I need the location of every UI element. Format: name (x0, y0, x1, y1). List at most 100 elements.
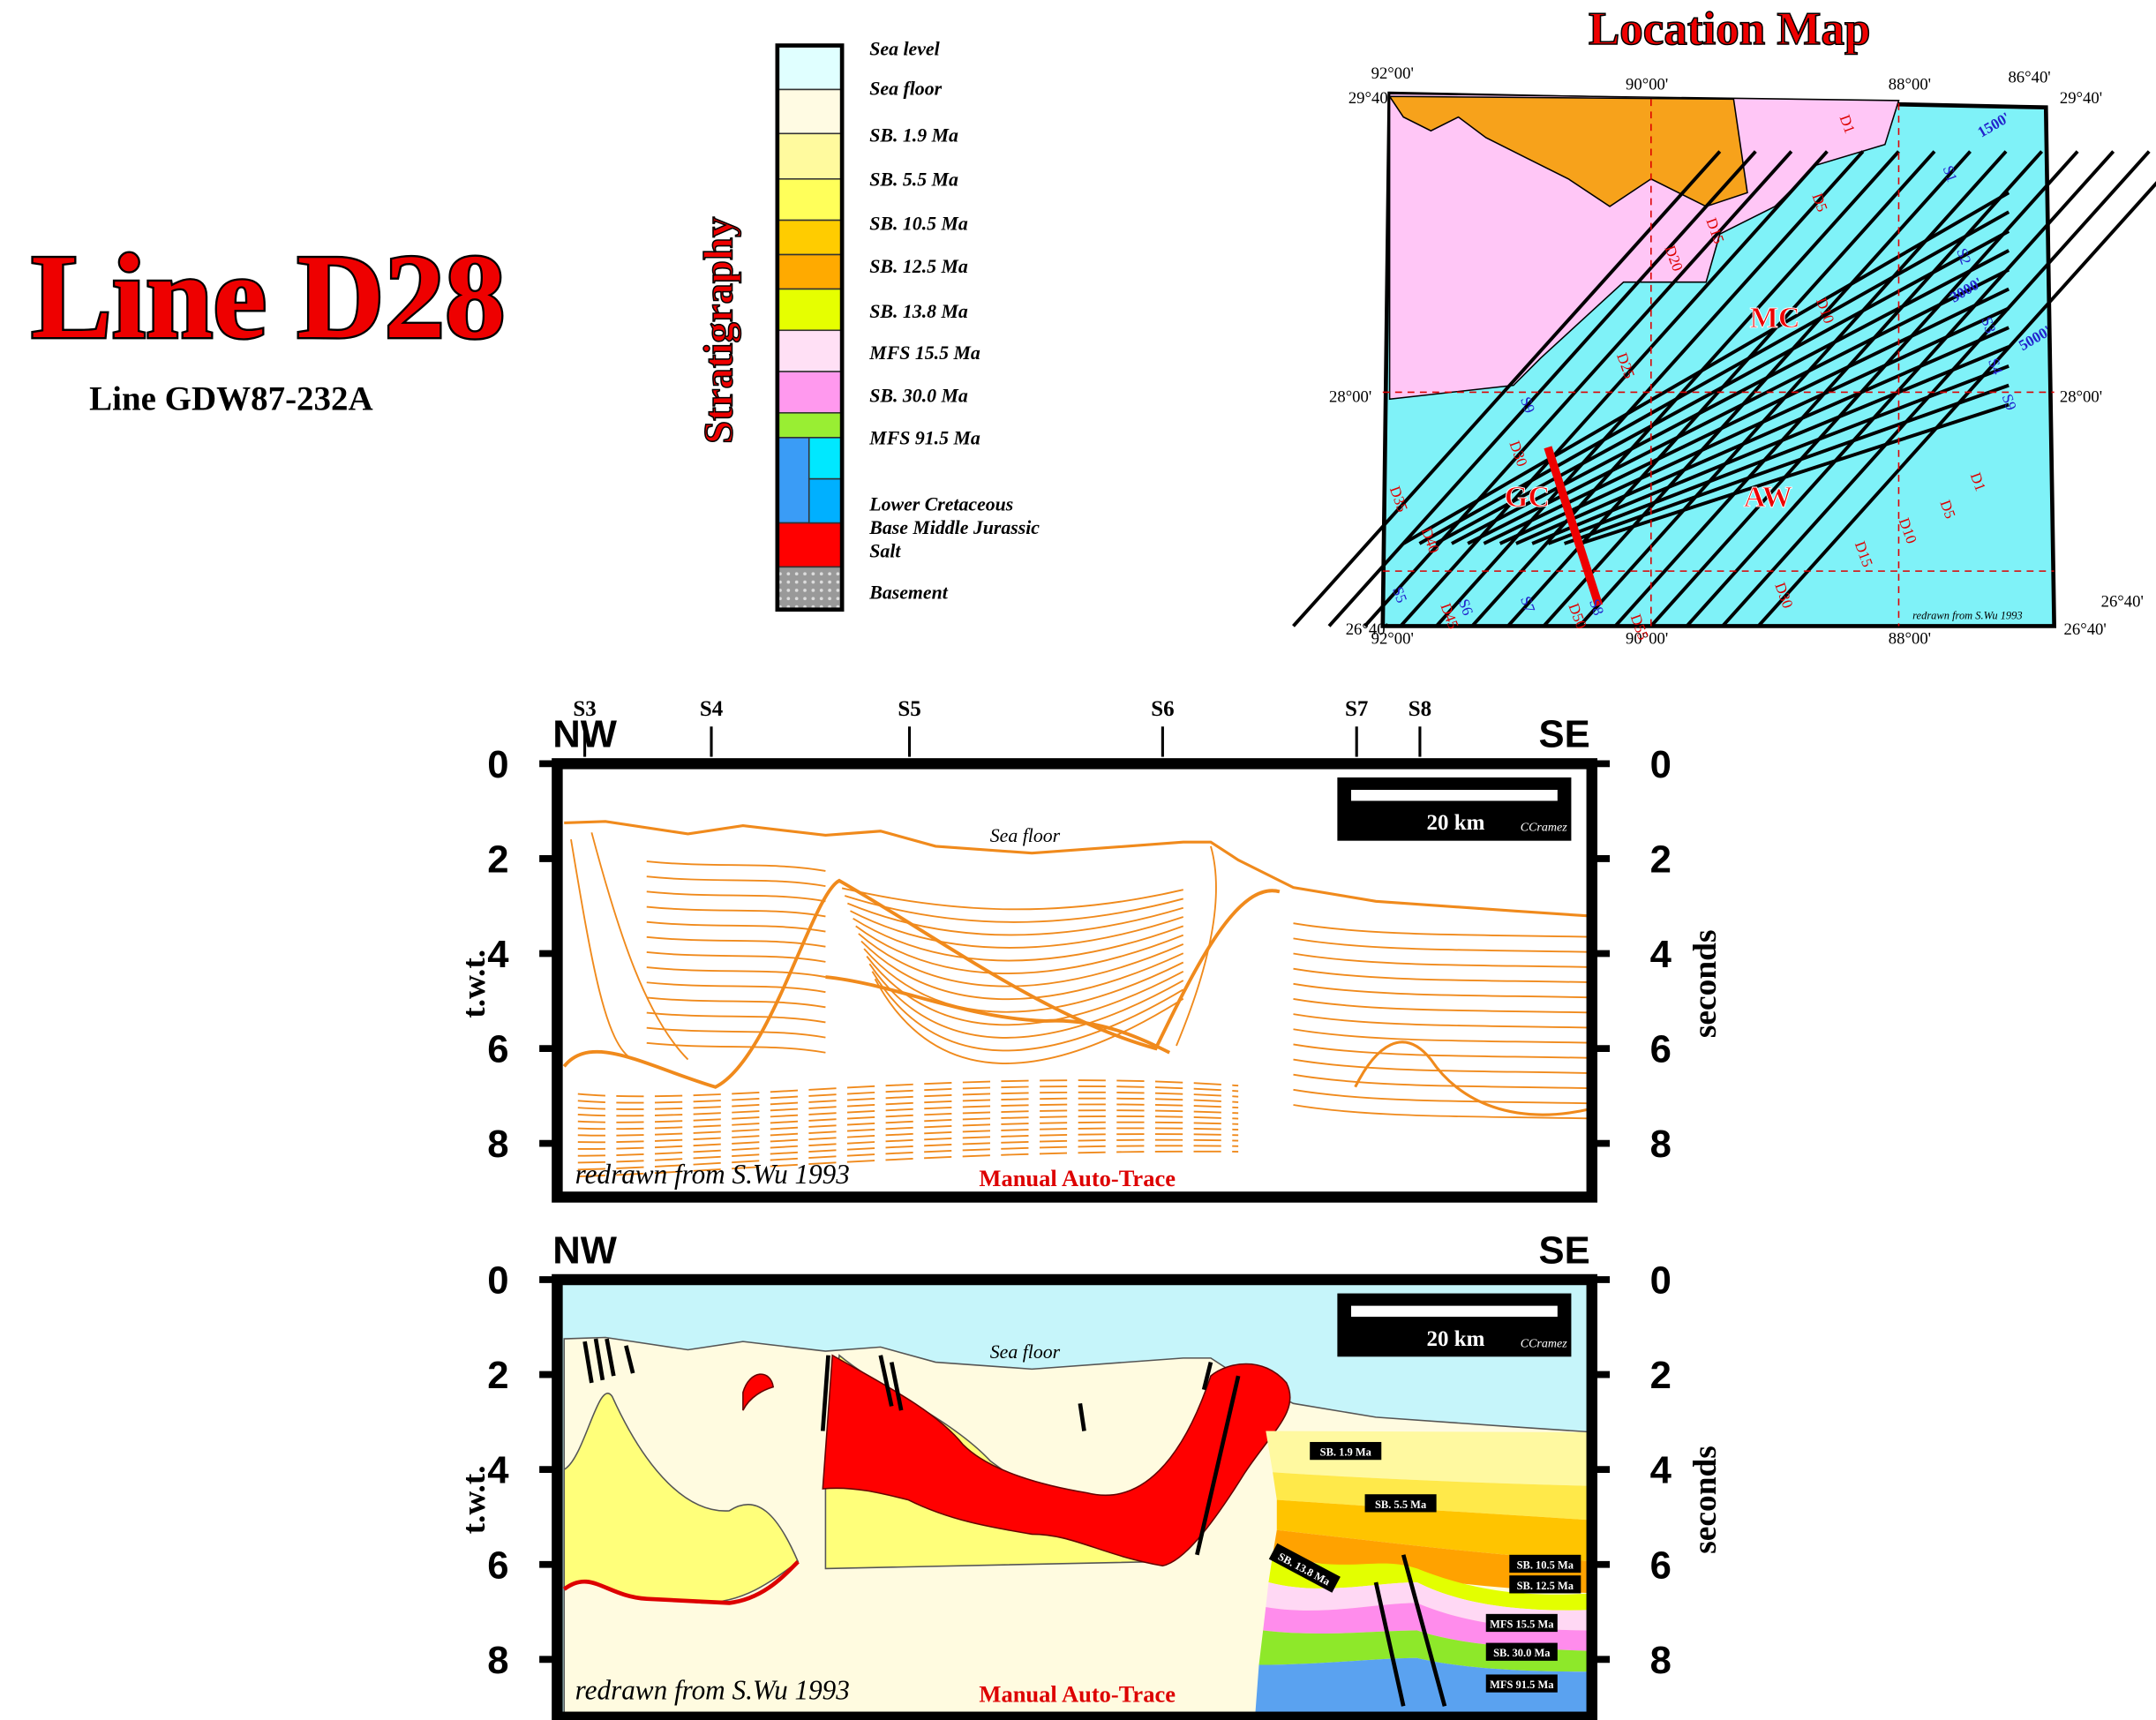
bedding (646, 935, 826, 948)
area-label: MC (1750, 301, 1800, 334)
bedding (866, 956, 1184, 1026)
strat-cell (777, 566, 843, 611)
horizon-tag-bg (1364, 1494, 1437, 1513)
bedding (874, 978, 1184, 1064)
survey-line (1292, 150, 1722, 627)
y-axis-label-right: seconds (1687, 929, 1724, 1038)
lat-label: 26°40' (2101, 593, 2144, 612)
lat-label: 29°40' (1348, 89, 1391, 108)
lat-label: 26°40' (2064, 620, 2107, 639)
author: CCramez (1521, 1336, 1568, 1350)
bedding (646, 875, 826, 888)
bedding (868, 963, 1184, 1039)
line-label: S5 (1389, 584, 1410, 605)
tick-label: 6 (487, 1028, 508, 1071)
sea-floor-label: Sea floor (990, 1341, 1061, 1363)
horizon-tag: SB. 5.5 Ma (1364, 1494, 1437, 1513)
line-label: S9 (1999, 392, 2020, 413)
bedding (1293, 1043, 1592, 1059)
sea-floor-label: Sea floor (990, 825, 1061, 846)
horizon-tag-bg (1485, 1642, 1558, 1661)
method: Manual Auto-Trace (979, 1165, 1176, 1191)
faults (582, 1338, 1447, 1707)
tick-label: 4 (1650, 1449, 1672, 1492)
line-label: S4 (1985, 356, 2006, 377)
strat-cell (808, 437, 843, 480)
lat-label: 29°40' (2060, 89, 2102, 108)
bedding (1293, 982, 1592, 999)
graticule (1382, 99, 2055, 627)
well-label: S6 (1151, 697, 1174, 721)
lat-label: 28°00' (2060, 387, 2102, 406)
horizon-label: SB. 30.0 Ma (1493, 1647, 1551, 1659)
lon-label: 88°00' (1889, 630, 1931, 649)
survey-line (1451, 249, 2010, 545)
horizon-label: SB. 1.9 Ma (1320, 1446, 1372, 1459)
strat-cell (777, 132, 843, 180)
bedding (577, 1145, 1239, 1171)
line-label: S2 (1953, 246, 1974, 267)
unit-sb105 (1276, 1499, 1592, 1562)
strat-cell (777, 329, 843, 372)
horizon-tag: MFS 15.5 Ma (1485, 1613, 1558, 1633)
tick-label: 8 (487, 1123, 508, 1166)
line-label: S1 (1940, 163, 1961, 184)
bedding (577, 1150, 1239, 1178)
lat-label: 26°40' (1346, 620, 1388, 639)
bedding (1293, 1058, 1592, 1074)
strat-label: SB. 30.0 Ma (869, 385, 968, 406)
tick-label: 0 (1650, 743, 1671, 786)
line-label: S9 (1517, 394, 1538, 416)
survey-line (1399, 150, 1829, 627)
horizon-tag: MFS 91.5 Ma (1485, 1674, 1558, 1693)
horizon-tag: SB. 10.5 Ma (1509, 1554, 1581, 1574)
survey-line (1685, 150, 2115, 627)
strat-label: Sea level (869, 38, 940, 59)
survey-line (1499, 306, 2010, 545)
scale-label: 20 km (1427, 1327, 1485, 1351)
tick-label: 0 (1650, 1259, 1671, 1303)
horizon-tag-bg (1509, 1554, 1581, 1574)
bedding (1293, 922, 1592, 938)
method: Manual Auto-Trace (979, 1681, 1176, 1708)
line-d28 (1544, 446, 1604, 607)
survey-line (1483, 287, 2010, 545)
bedding (1293, 1028, 1592, 1044)
map-credit: redrawn from S.Wu 1993 (1912, 610, 2022, 622)
bedding (853, 917, 1184, 962)
line-label: S8 (1586, 597, 1607, 618)
tick-label: 2 (1650, 838, 1671, 882)
strat-cell (777, 522, 843, 568)
bedding (646, 860, 826, 872)
strat-cell (777, 371, 843, 414)
strat-label: MFS 15.5 Ma (868, 342, 980, 364)
strat-label: SB. 1.9 Ma (869, 125, 958, 146)
strat-label: SB. 5.5 Ma (869, 169, 958, 191)
strat-cell (777, 412, 843, 439)
subtitle: Line GDW87-232A (89, 380, 373, 418)
bedding (646, 951, 826, 963)
survey-line (1418, 210, 2010, 545)
horizon-label: MFS 15.5 Ma (1490, 1618, 1554, 1630)
survey-line (1613, 150, 2044, 627)
tick-label: 6 (1650, 1028, 1671, 1071)
survey-line (1721, 150, 2151, 627)
strat-label: Sea floor (869, 79, 942, 100)
bedding (646, 890, 826, 903)
map-labels: 92°00' 90°00' 88°00' 86°40' 92°00' 90°00' 88°0… (1329, 64, 2144, 649)
tick-label: 6 (487, 1543, 508, 1587)
bedding (577, 1133, 1239, 1157)
map-title: Location Map (1589, 4, 1870, 55)
bedding (860, 940, 1184, 1001)
well-label: S3 (573, 697, 596, 721)
strat-frame (775, 43, 845, 612)
strat-column: Sea level Sea floor SB. 1.9 Ma SB. 5.5 Ma SB… (775, 38, 1040, 612)
title: Line D28 (31, 229, 505, 364)
tick-label: 8 (1650, 1123, 1671, 1166)
area-label: AW (1744, 480, 1792, 514)
scale-box (1337, 777, 1572, 841)
unit-mfs915 (1258, 1630, 1592, 1672)
tick-label: 2 (487, 1354, 508, 1397)
tick-label: 0 (487, 743, 508, 786)
bedding (577, 1097, 1239, 1117)
